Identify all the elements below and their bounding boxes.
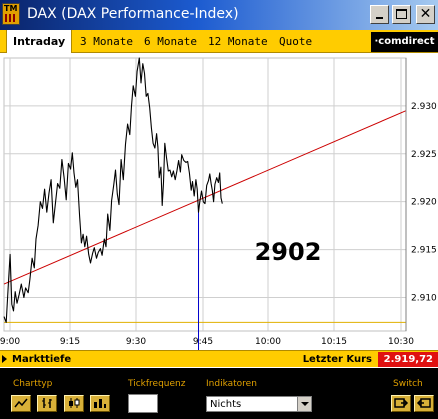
tab-bar: Intraday 3 Monate 6 Monate 12 Monate Quo… [0, 30, 438, 53]
switch-left-icon [394, 398, 409, 408]
close-button[interactable]: ✕ [416, 5, 435, 24]
tab-intraday[interactable]: Intraday [6, 30, 73, 53]
indikatoren-select[interactable]: Nichts [206, 396, 312, 412]
trend-line [3, 110, 407, 285]
app-icon[interactable]: TM [2, 3, 20, 25]
y-tick-label: 2.910 [411, 293, 437, 303]
charttyp-label: Charttyp [13, 379, 53, 389]
x-tick-label: 9:30 [126, 337, 146, 347]
tickfrequenz-input[interactable] [128, 394, 158, 413]
play-arrow-icon [2, 355, 7, 363]
x-tick-label: 9:15 [60, 337, 80, 347]
indikatoren-value: Nichts [210, 399, 242, 410]
markttiefe-button[interactable]: Markttiefe [2, 351, 71, 368]
line-chart-icon [14, 398, 28, 408]
window-title: DAX (DAX Performance-Index) [27, 6, 239, 22]
close-icon: ✕ [419, 6, 432, 22]
comdirect-logo: ·comdirect [371, 32, 438, 52]
candlestick-chart-button[interactable] [64, 395, 84, 412]
control-panel: Charttyp Tickfrequenz Indikatoren Nichts… [0, 368, 438, 419]
chevron-down-icon [301, 402, 309, 406]
minimize-icon [376, 17, 383, 19]
bar-chart-button[interactable] [90, 395, 110, 412]
last-price-value: 2.919,72 [378, 352, 438, 367]
cursor-value-label: 2902 [255, 238, 322, 266]
tab-quote[interactable]: Quote [279, 35, 313, 48]
x-tick-label: 10:15 [321, 337, 347, 347]
app-icon-bars [5, 14, 17, 22]
x-tick-label: 10:30 [388, 337, 414, 347]
y-tick-label: 2.920 [411, 198, 437, 208]
price-line [3, 57, 223, 323]
status-bar: Markttiefe Letzter Kurs 2.919,72 [0, 350, 438, 367]
brand-dot: · [374, 36, 379, 47]
dropdown-button[interactable] [297, 397, 311, 411]
maximize-icon [396, 9, 407, 19]
app-icon-label: TM [4, 4, 18, 13]
switch-left-button[interactable] [391, 395, 411, 412]
x-tick-label: 10:00 [255, 337, 281, 347]
minimize-button[interactable] [370, 5, 389, 24]
x-tick-label: 9:45 [193, 337, 213, 347]
y-tick-label: 2.915 [411, 246, 437, 256]
maximize-button[interactable] [392, 5, 411, 24]
y-tick-label: 2.930 [411, 102, 437, 112]
indikatoren-label: Indikatoren [206, 379, 257, 389]
ohlc-chart-button[interactable] [37, 395, 57, 412]
last-price-label: Letzter Kurs [302, 354, 372, 365]
tab-3-monate[interactable]: 3 Monate [80, 35, 133, 48]
tab-6-monate[interactable]: 6 Monate [144, 35, 197, 48]
switch-right-button[interactable] [414, 395, 434, 412]
intraday-chart[interactable]: 2.930 2.925 2.920 2.915 2.910 9:00 9:15 9:30 9:4… [0, 54, 438, 350]
ohlc-chart-icon [42, 398, 52, 408]
line-chart-button[interactable] [11, 395, 31, 412]
markttiefe-label: Markttiefe [12, 354, 72, 365]
title-bar: TM DAX (DAX Performance-Index) ✕ [0, 0, 438, 30]
tickfrequenz-label: Tickfrequenz [128, 379, 186, 389]
plot-area [3, 57, 407, 332]
switch-right-icon [416, 398, 431, 408]
switch-label: Switch [393, 379, 423, 389]
bar-chart-icon [94, 399, 106, 408]
brand-label: comdirect [378, 36, 435, 47]
chart-svg: 2.930 2.925 2.920 2.915 2.910 9:00 9:15 9:30 9:4… [0, 57, 437, 350]
candlestick-chart-icon [69, 398, 80, 408]
x-tick-label: 9:00 [0, 337, 20, 347]
y-tick-label: 2.925 [411, 150, 437, 160]
tab-12-monate[interactable]: 12 Monate [208, 35, 268, 48]
